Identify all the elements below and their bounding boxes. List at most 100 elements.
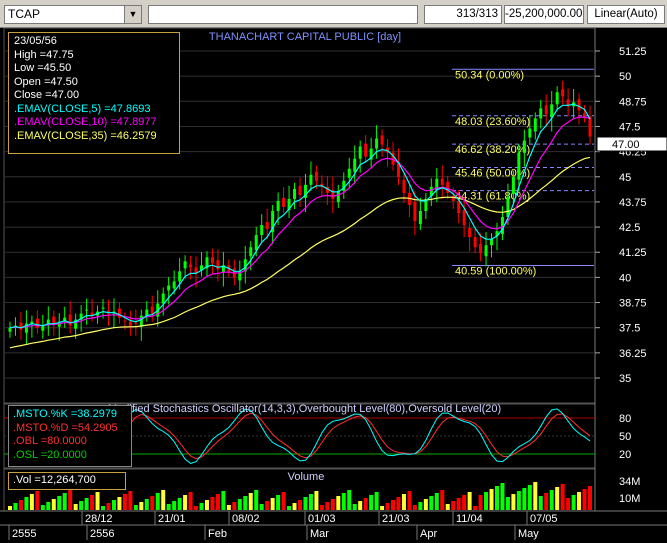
symbol-selector[interactable]: TCAP ▼: [4, 5, 142, 24]
volume-bar: [139, 502, 144, 510]
candle-body: [369, 148, 373, 160]
volume-bar: [374, 492, 379, 510]
candle-body: [52, 316, 56, 324]
volume-bar: [352, 504, 357, 510]
candle-body: [178, 271, 182, 282]
scale-mode-button[interactable]: Linear(Auto): [587, 5, 665, 24]
candle-body: [566, 99, 570, 107]
candle-body: [440, 178, 444, 185]
candle-body: [282, 197, 286, 207]
candle-body: [238, 271, 242, 281]
last-price-box: [596, 136, 667, 152]
info-date: 23/05/56: [14, 35, 57, 47]
candle-body: [221, 265, 225, 273]
volume-bar: [434, 493, 439, 510]
candle-body: [63, 317, 67, 322]
oscillator-legend: .MSTO.%K =38.2979 .MSTO.%D =54.2905 .OBL…: [8, 405, 132, 467]
volume-bar: [555, 487, 560, 510]
period-label: 2555: [12, 528, 36, 540]
volume-bar: [183, 495, 188, 510]
candle-body: [358, 146, 362, 159]
candle-body: [216, 260, 220, 270]
volume-bar: [484, 492, 489, 510]
candle-body: [260, 225, 264, 236]
candle-body: [139, 315, 143, 327]
volume-bar: [40, 505, 45, 510]
volume-bar: [440, 490, 445, 510]
fib-label: 46.62 (38.20%): [455, 144, 530, 156]
volume-bar: [270, 498, 275, 510]
volume-bar: [117, 497, 122, 510]
volume-bar: [133, 505, 138, 510]
chart-area[interactable]: 50.34 (0.00%) 48.03 (23.60%) 46.62 (38.20%…: [0, 28, 667, 543]
price-info-legend: 23/05/56 High =47.75 Low =45.50 Open =47…: [8, 32, 180, 154]
candle-body: [325, 186, 329, 193]
fibonacci-levels: 50.34 (0.00%) 48.03 (23.60%) 46.62 (38.20%…: [452, 68, 594, 278]
volume-bar: [281, 492, 286, 510]
volume-bar: [325, 502, 330, 510]
osc-obl-value: .OBL =80.0000: [13, 435, 87, 447]
date-label: 21/03: [382, 513, 410, 525]
price-tick-label: 42.5: [619, 222, 640, 234]
volume-bar: [161, 490, 166, 510]
candle-body: [243, 259, 247, 272]
period-label: Feb: [208, 528, 227, 540]
volume-bar: [391, 500, 396, 510]
scale-mode-label: Linear(Auto): [594, 8, 658, 20]
candle-body: [451, 195, 455, 201]
volume-bar: [478, 495, 483, 510]
candle-body: [435, 178, 439, 190]
candle-body: [210, 257, 214, 264]
volume-bar: [172, 501, 177, 510]
price-tick-label: 36.25: [619, 348, 647, 360]
candle-body: [347, 168, 351, 178]
volume-bar: [489, 489, 494, 510]
volume-bar: [243, 496, 248, 510]
info-low: Low =45.50: [14, 62, 72, 74]
bar-count-field: 313/313: [424, 5, 502, 24]
volume-bar: [363, 498, 368, 510]
toolbar: TCAP ▼ 313/313 -25,200,000.00 Linear(Aut…: [0, 0, 667, 28]
candle-body: [271, 210, 275, 233]
chevron-down-icon[interactable]: ▼: [124, 6, 141, 23]
volume-value: .Vol =12,264,700: [13, 474, 96, 486]
volume-bar: [369, 495, 374, 510]
candle-body: [539, 108, 543, 119]
volume-bar: [254, 490, 259, 510]
volume-bar: [582, 489, 587, 510]
candle-body: [254, 235, 258, 251]
volume-bar: [385, 503, 390, 510]
volume-bar: [577, 492, 582, 510]
volume-bar: [566, 498, 571, 510]
candle-body: [123, 320, 127, 322]
candle-body: [249, 247, 253, 257]
ema35-line: [9, 156, 591, 349]
volume-axis-label: 34M: [619, 476, 640, 488]
candle-body: [500, 217, 504, 235]
volume-bar: [259, 504, 264, 510]
candle-body: [19, 322, 23, 330]
ema5-line: [9, 103, 591, 329]
toolbar-blank-field: [148, 5, 418, 24]
volume-bar: [90, 495, 95, 510]
candle-body: [473, 237, 477, 248]
volume-bar: [210, 497, 215, 510]
candle-body: [74, 319, 78, 329]
volume-bar: [380, 506, 385, 510]
volume-bar: [358, 501, 363, 510]
date-label: 21/01: [158, 513, 186, 525]
candle-body: [293, 188, 297, 199]
fib-label: 44.31 (61.80%): [455, 191, 530, 203]
volume-bar: [232, 502, 237, 510]
value-text: -25,200,000.00: [505, 8, 583, 20]
candle-body: [205, 257, 209, 269]
candle-body: [298, 185, 302, 195]
price-tick-label: 51.25: [619, 46, 647, 58]
price-tick-label: 35: [619, 373, 631, 385]
candle-body: [424, 198, 428, 211]
volume-bar: [511, 494, 516, 510]
candle-body: [24, 323, 28, 333]
candle-body: [375, 138, 379, 149]
volume-bar: [62, 493, 67, 510]
